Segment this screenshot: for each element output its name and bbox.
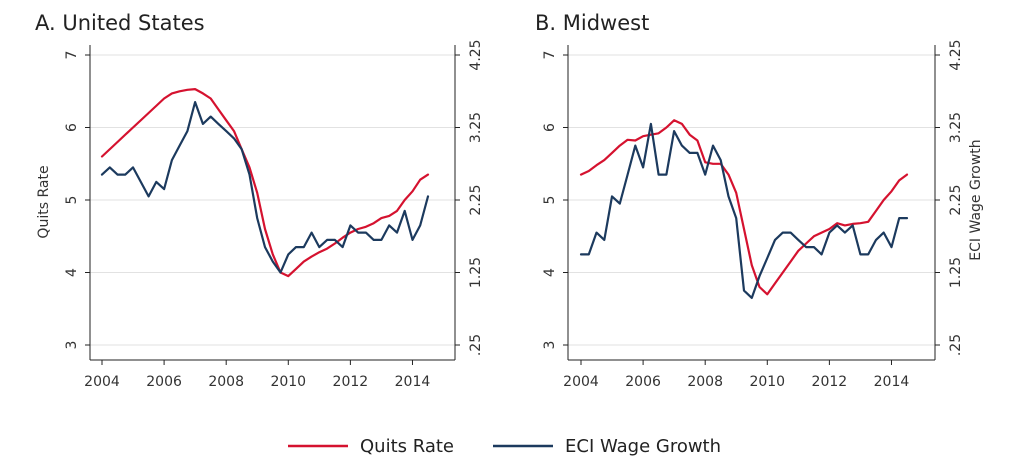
y-left-tick-label: 3 [542,341,558,350]
x-tick-label: 2014 [874,374,910,390]
y-right-tick-label: 4.25 [468,39,484,70]
legend-label-eci-wage-growth: ECI Wage Growth [565,436,721,457]
series-line-eci-wage-growth-a [100,100,430,274]
x-tick-label: 2006 [625,374,661,390]
y-right-tick-label: 1.25 [468,257,484,288]
x-tick-label: 2004 [563,374,599,390]
y-left-tick-label: 7 [542,51,558,60]
y-left-tick-label: 4 [542,268,558,277]
y-right-tick-label: .25 [948,334,964,356]
x-tick-label: 2014 [395,374,431,390]
y-left-tick-label: 5 [542,196,558,205]
x-tick-label: 2008 [208,374,244,390]
legend-label-quits-rate: Quits Rate [360,436,454,457]
y-left-tick-label: 6 [542,123,558,132]
x-tick-label: 2010 [270,374,306,390]
series-line-eci-wage-growth-b [579,122,909,299]
y-axis-title-right-b: ECI Wage Growth [968,139,984,260]
y-right-tick-label: 2.25 [468,184,484,215]
panel-title-b: B. Midwest [535,11,649,35]
y-right-tick-label: 3.25 [468,112,484,143]
y-left-tick-label: 3 [64,341,80,350]
y-left-tick-label: 4 [64,268,80,277]
x-tick-label: 2004 [84,374,120,390]
x-tick-label: 2012 [333,374,369,390]
y-right-tick-label: 1.25 [948,257,964,288]
y-left-tick-label: 5 [64,196,80,205]
y-right-tick-label: .25 [468,334,484,356]
y-right-tick-label: 2.25 [948,184,964,215]
series-line-quits-rate-b [579,119,909,296]
panel-title-a: A. United States [35,11,205,35]
x-tick-label: 2010 [749,374,785,390]
y-axis-title-left-a: Quits Rate [36,165,52,238]
y-right-tick-label: 3.25 [948,112,964,143]
y-left-tick-label: 7 [64,51,80,60]
y-left-tick-label: 6 [64,123,80,132]
x-tick-label: 2008 [687,374,723,390]
y-right-tick-label: 4.25 [948,39,964,70]
x-tick-label: 2012 [812,374,848,390]
x-tick-label: 2006 [146,374,182,390]
